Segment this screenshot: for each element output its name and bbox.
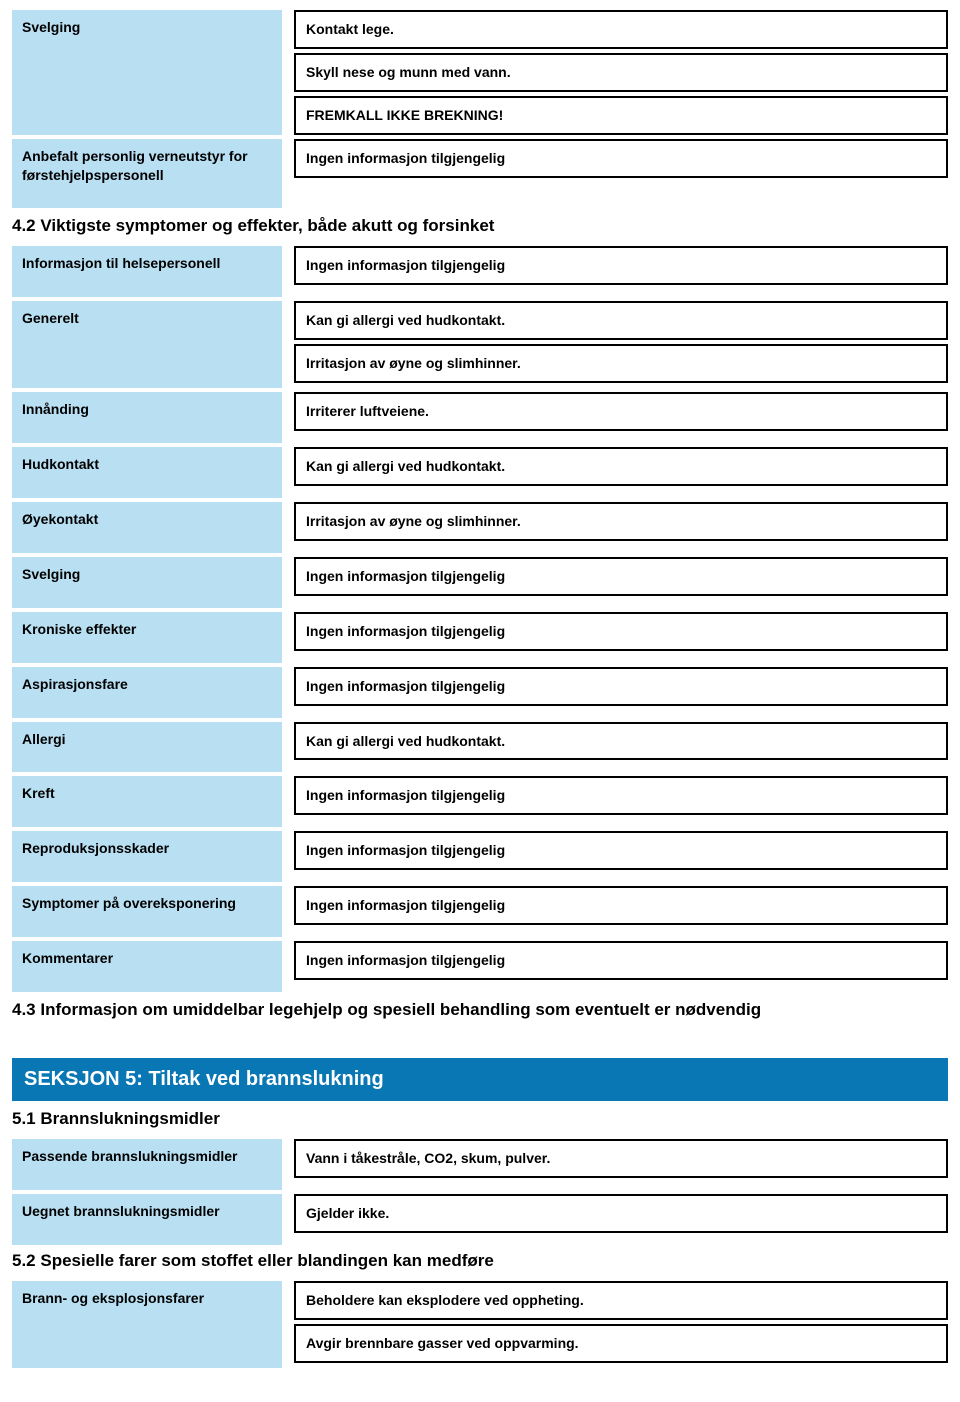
- label-info-helse: Informasjon til helsepersonell: [12, 246, 282, 297]
- row-svelging-2: Svelging Ingen informasjon tilgjengelig: [12, 557, 948, 608]
- value-cell: Ingen informasjon tilgjengelig: [294, 776, 948, 815]
- label-anbefalt: Anbefalt personlig verneutstyr for først…: [12, 139, 282, 209]
- row-info-helse: Informasjon til helsepersonell Ingen inf…: [12, 246, 948, 297]
- value-cell: Kan gi allergi ved hudkontakt.: [294, 722, 948, 761]
- values-brann: Beholdere kan eksplodere ved oppheting. …: [294, 1281, 948, 1368]
- values-anbefalt: Ingen informasjon tilgjengelig: [294, 139, 948, 209]
- label-generelt: Generelt: [12, 301, 282, 388]
- value-cell: Vann i tåkestråle, CO2, skum, pulver.: [294, 1139, 948, 1178]
- value-cell: Ingen informasjon tilgjengelig: [294, 246, 948, 285]
- values-passende: Vann i tåkestråle, CO2, skum, pulver.: [294, 1139, 948, 1190]
- heading-4-3: 4.3 Informasjon om umiddelbar legehjelp …: [12, 1000, 948, 1020]
- label-kroniske: Kroniske effekter: [12, 612, 282, 663]
- row-overeksponering: Symptomer på overeksponering Ingen infor…: [12, 886, 948, 937]
- value-cell: Irritasjon av øyne og slimhinner.: [294, 502, 948, 541]
- label-aspirasjon: Aspirasjonsfare: [12, 667, 282, 718]
- value-cell: FREMKALL IKKE BREKNING!: [294, 96, 948, 135]
- value-cell: Ingen informasjon tilgjengelig: [294, 139, 948, 178]
- value-cell: Ingen informasjon tilgjengelig: [294, 557, 948, 596]
- values-kommentarer: Ingen informasjon tilgjengelig: [294, 941, 948, 992]
- values-kroniske: Ingen informasjon tilgjengelig: [294, 612, 948, 663]
- label-allergi: Allergi: [12, 722, 282, 773]
- value-cell: Avgir brennbare gasser ved oppvarming.: [294, 1324, 948, 1363]
- value-cell: Kontakt lege.: [294, 10, 948, 49]
- row-oyekontakt: Øyekontakt Irritasjon av øyne og slimhin…: [12, 502, 948, 553]
- value-cell: Gjelder ikke.: [294, 1194, 948, 1233]
- label-brann: Brann- og eksplosjonsfarer: [12, 1281, 282, 1368]
- label-oyekontakt: Øyekontakt: [12, 502, 282, 553]
- value-cell: Ingen informasjon tilgjengelig: [294, 886, 948, 925]
- label-svelging-top: Svelging: [12, 10, 282, 135]
- values-generelt: Kan gi allergi ved hudkontakt. Irritasjo…: [294, 301, 948, 388]
- label-hudkontakt: Hudkontakt: [12, 447, 282, 498]
- heading-5-2: 5.2 Spesielle farer som stoffet eller bl…: [12, 1251, 948, 1271]
- value-cell: Irriterer luftveiene.: [294, 392, 948, 431]
- value-cell: Irritasjon av øyne og slimhinner.: [294, 344, 948, 383]
- label-kommentarer: Kommentarer: [12, 941, 282, 992]
- row-passende: Passende brannslukningsmidler Vann i tåk…: [12, 1139, 948, 1190]
- row-aspirasjon: Aspirasjonsfare Ingen informasjon tilgje…: [12, 667, 948, 718]
- values-kreft: Ingen informasjon tilgjengelig: [294, 776, 948, 827]
- row-innanding: Innånding Irriterer luftveiene.: [12, 392, 948, 443]
- value-cell: Ingen informasjon tilgjengelig: [294, 612, 948, 651]
- row-anbefalt: Anbefalt personlig verneutstyr for først…: [12, 139, 948, 209]
- row-hudkontakt: Hudkontakt Kan gi allergi ved hudkontakt…: [12, 447, 948, 498]
- label-svelging-2: Svelging: [12, 557, 282, 608]
- section-5-bar: SEKSJON 5: Tiltak ved brannslukning: [12, 1058, 948, 1101]
- label-uegnet: Uegnet brannslukningsmidler: [12, 1194, 282, 1245]
- values-aspirasjon: Ingen informasjon tilgjengelig: [294, 667, 948, 718]
- heading-5-1: 5.1 Brannslukningsmidler: [12, 1109, 948, 1129]
- row-svelging-top: Svelging Kontakt lege. Skyll nese og mun…: [12, 10, 948, 135]
- label-kreft: Kreft: [12, 776, 282, 827]
- value-cell: Kan gi allergi ved hudkontakt.: [294, 447, 948, 486]
- row-uegnet: Uegnet brannslukningsmidler Gjelder ikke…: [12, 1194, 948, 1245]
- values-svelging-2: Ingen informasjon tilgjengelig: [294, 557, 948, 608]
- values-uegnet: Gjelder ikke.: [294, 1194, 948, 1245]
- values-allergi: Kan gi allergi ved hudkontakt.: [294, 722, 948, 773]
- value-cell: Ingen informasjon tilgjengelig: [294, 941, 948, 980]
- heading-4-2: 4.2 Viktigste symptomer og effekter, båd…: [12, 216, 948, 236]
- value-cell: Ingen informasjon tilgjengelig: [294, 831, 948, 870]
- row-kroniske: Kroniske effekter Ingen informasjon tilg…: [12, 612, 948, 663]
- values-reproduksjon: Ingen informasjon tilgjengelig: [294, 831, 948, 882]
- row-allergi: Allergi Kan gi allergi ved hudkontakt.: [12, 722, 948, 773]
- values-oyekontakt: Irritasjon av øyne og slimhinner.: [294, 502, 948, 553]
- label-reproduksjon: Reproduksjonsskader: [12, 831, 282, 882]
- value-cell: Kan gi allergi ved hudkontakt.: [294, 301, 948, 340]
- row-kommentarer: Kommentarer Ingen informasjon tilgjengel…: [12, 941, 948, 992]
- values-overeksponering: Ingen informasjon tilgjengelig: [294, 886, 948, 937]
- value-cell: Ingen informasjon tilgjengelig: [294, 667, 948, 706]
- values-svelging-top: Kontakt lege. Skyll nese og munn med van…: [294, 10, 948, 135]
- label-overeksponering: Symptomer på overeksponering: [12, 886, 282, 937]
- value-cell: Skyll nese og munn med vann.: [294, 53, 948, 92]
- values-hudkontakt: Kan gi allergi ved hudkontakt.: [294, 447, 948, 498]
- row-kreft: Kreft Ingen informasjon tilgjengelig: [12, 776, 948, 827]
- values-innanding: Irriterer luftveiene.: [294, 392, 948, 443]
- label-passende: Passende brannslukningsmidler: [12, 1139, 282, 1190]
- values-info-helse: Ingen informasjon tilgjengelig: [294, 246, 948, 297]
- row-brann: Brann- og eksplosjonsfarer Beholdere kan…: [12, 1281, 948, 1368]
- row-reproduksjon: Reproduksjonsskader Ingen informasjon ti…: [12, 831, 948, 882]
- row-generelt: Generelt Kan gi allergi ved hudkontakt. …: [12, 301, 948, 388]
- value-cell: Beholdere kan eksplodere ved oppheting.: [294, 1281, 948, 1320]
- label-innanding: Innånding: [12, 392, 282, 443]
